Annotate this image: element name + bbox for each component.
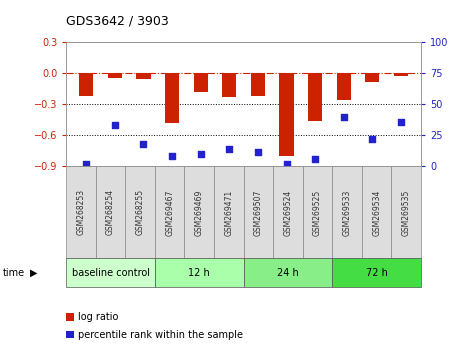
Text: GSM269507: GSM269507 <box>254 189 263 236</box>
Bar <box>251 74 265 96</box>
Bar <box>136 74 150 79</box>
Text: GSM269534: GSM269534 <box>372 189 381 236</box>
Point <box>368 136 376 142</box>
Text: GSM269525: GSM269525 <box>313 189 322 235</box>
Text: 72 h: 72 h <box>366 268 387 278</box>
Text: GSM269471: GSM269471 <box>224 189 233 235</box>
Text: 12 h: 12 h <box>188 268 210 278</box>
Text: time: time <box>2 268 25 278</box>
Point <box>254 149 262 154</box>
Bar <box>165 74 179 123</box>
Text: GSM268255: GSM268255 <box>136 189 145 235</box>
Text: GSM268253: GSM268253 <box>77 189 86 235</box>
Bar <box>79 74 93 96</box>
Text: GSM268254: GSM268254 <box>106 189 115 235</box>
Point <box>140 141 147 147</box>
Point <box>397 119 405 125</box>
Text: percentile rank within the sample: percentile rank within the sample <box>78 330 243 339</box>
Point <box>82 161 90 167</box>
Bar <box>394 74 408 75</box>
Bar <box>280 74 294 156</box>
Text: GSM269535: GSM269535 <box>402 189 411 236</box>
Text: GSM269524: GSM269524 <box>283 189 292 235</box>
Point <box>311 156 319 162</box>
Text: GSM269467: GSM269467 <box>165 189 174 236</box>
Point <box>111 123 119 129</box>
Bar <box>222 74 236 97</box>
Text: baseline control: baseline control <box>71 268 149 278</box>
Point <box>226 146 233 152</box>
Text: GSM269469: GSM269469 <box>195 189 204 236</box>
Bar <box>308 74 322 121</box>
Text: 24 h: 24 h <box>277 268 299 278</box>
Bar <box>337 74 351 100</box>
Text: GDS3642 / 3903: GDS3642 / 3903 <box>66 14 169 27</box>
Text: GSM269533: GSM269533 <box>342 189 351 236</box>
Bar <box>365 74 379 82</box>
Bar <box>108 74 122 78</box>
Point <box>283 161 290 167</box>
Point <box>340 114 348 120</box>
Bar <box>193 74 208 92</box>
Point <box>168 154 176 159</box>
Text: ▶: ▶ <box>30 268 37 278</box>
Point <box>197 151 204 157</box>
Text: log ratio: log ratio <box>78 312 119 322</box>
